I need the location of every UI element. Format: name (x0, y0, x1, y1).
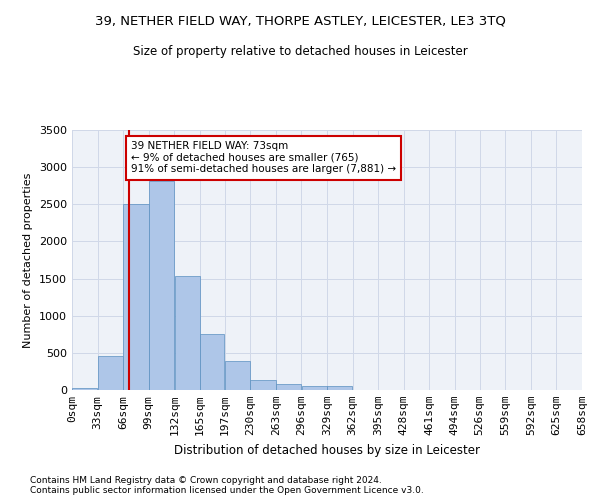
Text: 39, NETHER FIELD WAY, THORPE ASTLEY, LEICESTER, LE3 3TQ: 39, NETHER FIELD WAY, THORPE ASTLEY, LEI… (95, 15, 505, 28)
Y-axis label: Number of detached properties: Number of detached properties (23, 172, 34, 348)
Text: Size of property relative to detached houses in Leicester: Size of property relative to detached ho… (133, 45, 467, 58)
Bar (98, 356, 123, 390)
Bar (276, 384, 301, 390)
Bar (175, 276, 200, 390)
Bar (149, 180, 174, 390)
Bar (200, 334, 224, 390)
Bar (72, 388, 97, 390)
Bar (124, 204, 149, 390)
Text: 39 NETHER FIELD WAY: 73sqm
← 9% of detached houses are smaller (765)
91% of semi: 39 NETHER FIELD WAY: 73sqm ← 9% of detac… (131, 141, 396, 174)
X-axis label: Distribution of detached houses by size in Leicester: Distribution of detached houses by size … (174, 444, 480, 456)
Bar (250, 380, 275, 390)
Bar (302, 386, 327, 390)
Bar (327, 386, 352, 390)
Text: Contains HM Land Registry data © Crown copyright and database right 2024.
Contai: Contains HM Land Registry data © Crown c… (30, 476, 424, 495)
Bar (225, 361, 250, 390)
